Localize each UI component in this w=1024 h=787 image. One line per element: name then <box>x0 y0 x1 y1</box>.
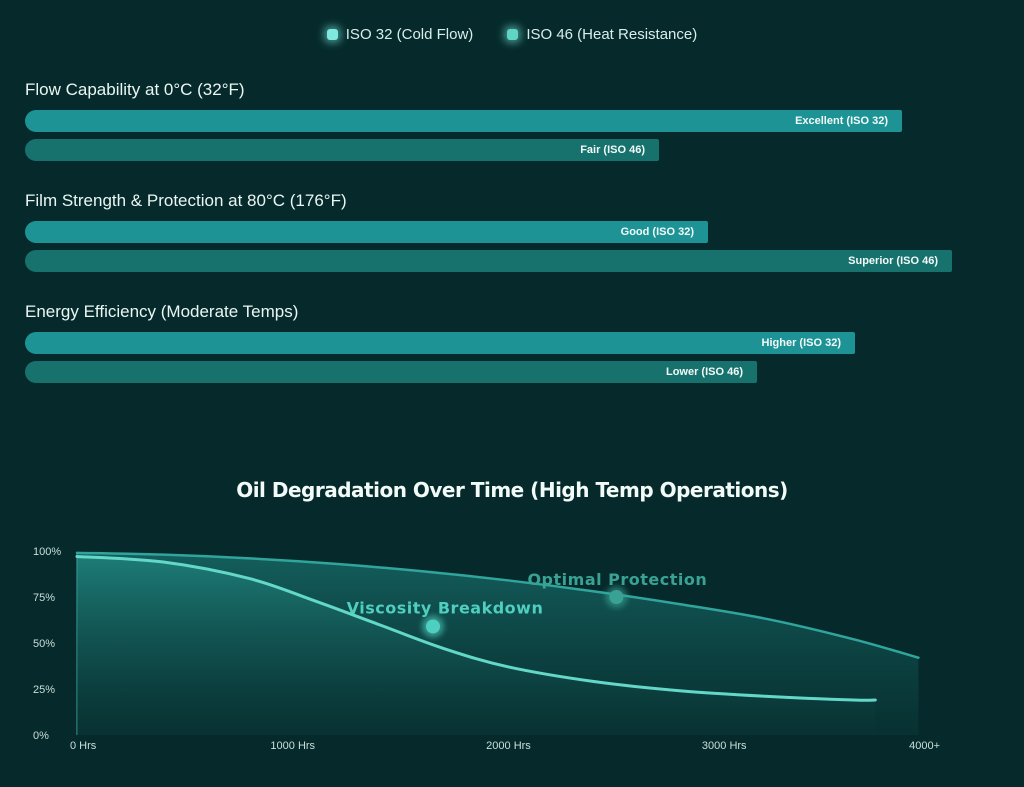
degradation-chart: 0% 25% 50% 75% 100% 0 Hrs 1000 Hrs 2000 Hrs 3000… <box>33 546 940 752</box>
annotation-label: Viscosity Breakdown <box>347 598 544 617</box>
bar-track: Higher (ISO 32) <box>25 332 1005 354</box>
flow-capability-section: Flow Capability at 0°C (32°F) Excellent … <box>25 80 1005 168</box>
series-0-line <box>75 551 920 659</box>
bar-track: Fair (ISO 46) <box>25 139 1005 161</box>
legend-item-iso46[interactable]: ISO 46 (Heat Resistance) <box>507 26 697 43</box>
bar-label: Good (ISO 32) <box>620 226 694 238</box>
annotation-label: Optimal Protection <box>527 570 707 589</box>
x-tick-label: 4000+ <box>909 740 940 752</box>
bar-iso46: Superior (ISO 46) <box>25 250 952 272</box>
bar-iso32: Higher (ISO 32) <box>25 332 855 354</box>
legend-swatch-iso32 <box>326 29 338 40</box>
y-tick-label: 50% <box>33 638 55 650</box>
bar-track: Excellent (ISO 32) <box>25 110 1005 132</box>
x-tick-label: 0 Hrs <box>70 740 97 752</box>
x-tick-label: 2000 Hrs <box>486 740 531 752</box>
annotation-point <box>609 590 624 604</box>
y-tick-label: 25% <box>33 684 55 696</box>
y-tick-label: 0% <box>33 730 49 742</box>
bar-iso32: Good (ISO 32) <box>25 221 708 243</box>
series-1-line <box>75 555 877 702</box>
x-tick-label: 1000 Hrs <box>270 740 315 752</box>
legend-label-iso46: ISO 46 (Heat Resistance) <box>526 26 698 43</box>
bar-label: Fair (ISO 46) <box>580 144 645 156</box>
legend-swatch-iso46 <box>507 29 519 40</box>
y-tick-label: 75% <box>33 592 55 604</box>
annotation-point <box>425 619 440 634</box>
y-tick-label: 100% <box>33 546 61 558</box>
film-strength-section: Film Strength & Protection at 80°C (176°… <box>25 191 1005 279</box>
section-title: Film Strength & Protection at 80°C (176°… <box>25 191 347 210</box>
legend-item-iso32[interactable]: ISO 32 (Cold Flow) <box>326 26 474 43</box>
bar-label: Lower (ISO 46) <box>665 366 743 378</box>
bar-track: Good (ISO 32) <box>25 221 1005 243</box>
energy-efficiency-section: Energy Efficiency (Moderate Temps) Highe… <box>25 302 1005 390</box>
x-tick-label: 3000 Hrs <box>702 740 747 752</box>
bar-label: Superior (ISO 46) <box>848 255 938 267</box>
bar-iso32: Excellent (ISO 32) <box>25 110 902 132</box>
chart-legend: ISO 32 (Cold Flow) ISO 46 (Heat Resistan… <box>0 26 1024 43</box>
bar-iso46: Fair (ISO 46) <box>25 139 659 161</box>
legend-label-iso32: ISO 32 (Cold Flow) <box>345 26 474 43</box>
section-title: Flow Capability at 0°C (32°F) <box>25 80 245 99</box>
bar-track: Superior (ISO 46) <box>25 250 1005 272</box>
bar-iso46: Lower (ISO 46) <box>25 361 757 383</box>
bar-track: Lower (ISO 46) <box>25 361 1005 383</box>
section-title: Energy Efficiency (Moderate Temps) <box>25 302 299 321</box>
chart-title: Oil Degradation Over Time (High Temp Ope… <box>236 478 788 502</box>
bar-label: Higher (ISO 32) <box>761 337 841 349</box>
bar-label: Excellent (ISO 32) <box>795 115 888 127</box>
